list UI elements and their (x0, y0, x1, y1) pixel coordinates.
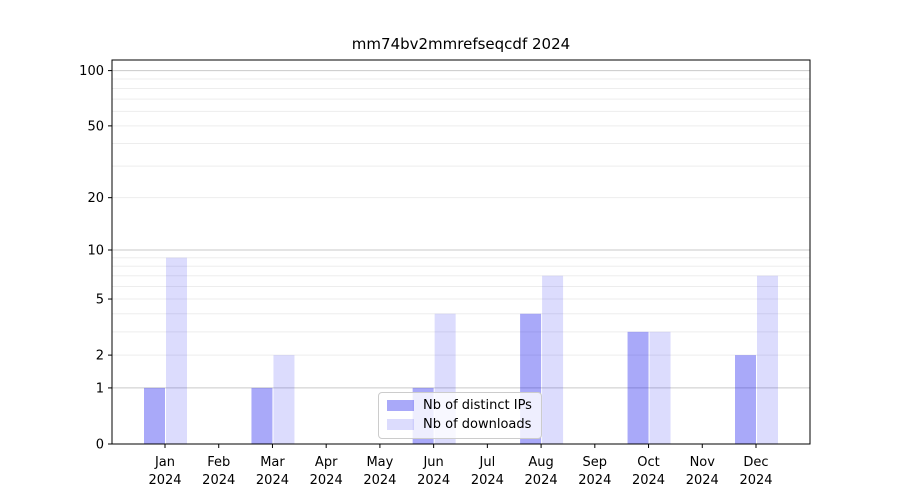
y-tick-label: 5 (96, 293, 104, 308)
legend-item-distinct-ips: Nb of distinct IPs (387, 398, 532, 413)
legend-swatch-downloads-icon (387, 419, 414, 430)
x-tick-label-month: Dec (743, 455, 768, 470)
x-tick-label-year: 2024 (202, 473, 235, 488)
legend-item-downloads: Nb of downloads (387, 417, 532, 432)
y-tick-label: 10 (87, 243, 104, 258)
x-tick-label-year: 2024 (363, 473, 396, 488)
x-tick-label-year: 2024 (310, 473, 343, 488)
x-tick-label-year: 2024 (471, 473, 504, 488)
x-tick-label-year: 2024 (739, 473, 772, 488)
x-tick-label-year: 2024 (525, 473, 558, 488)
plot-border (111, 59, 811, 445)
x-tick-label-year: 2024 (148, 473, 181, 488)
x-tick-label-month: Jun (422, 455, 443, 470)
bar-mar-distinct-ips (251, 387, 273, 444)
legend-label-downloads: Nb of downloads (423, 417, 532, 432)
x-tick-label-month: Sep (583, 455, 608, 470)
bar-oct-distinct-ips (627, 331, 649, 444)
x-tick-label-month: May (366, 455, 393, 470)
x-tick-label-month: Mar (260, 455, 285, 470)
x-tick-label-month: Aug (528, 455, 553, 470)
y-tick-label: 0 (96, 438, 104, 453)
x-tick-label-month: Feb (207, 455, 230, 470)
legend-label-distinct-ips: Nb of distinct IPs (423, 398, 532, 413)
bar-jan-distinct-ips (144, 387, 165, 444)
legend: Nb of distinct IPs Nb of downloads (378, 392, 542, 439)
x-tick-label-month: Apr (315, 455, 338, 470)
x-tick-label-month: Jan (154, 455, 175, 470)
x-tick-label-year: 2024 (256, 473, 289, 488)
legend-swatch-distinct-ips-icon (387, 400, 414, 411)
chart-title: mm74bv2mmrefseqcdf 2024 (351, 35, 571, 53)
bar-jan-downloads (166, 257, 187, 444)
bar-dec-downloads (757, 275, 778, 444)
x-tick-label-month: Oct (637, 455, 659, 470)
bar-dec-distinct-ips (735, 355, 756, 444)
x-tick-label-year: 2024 (632, 473, 665, 488)
y-tick-label: 20 (87, 191, 104, 206)
x-tick-label-month: Nov (690, 455, 716, 470)
y-tick-label: 50 (87, 119, 104, 134)
bar-aug-downloads (542, 275, 564, 444)
x-tick-label-year: 2024 (686, 473, 719, 488)
bar-mar-downloads (273, 355, 295, 444)
y-tick-label: 1 (96, 381, 104, 396)
x-tick-label-year: 2024 (578, 473, 611, 488)
y-tick-label: 2 (96, 349, 104, 364)
x-tick-label-month: Jul (479, 455, 496, 470)
bar-oct-downloads (649, 331, 671, 444)
x-tick-label-year: 2024 (417, 473, 450, 488)
y-tick-label: 100 (79, 64, 104, 79)
